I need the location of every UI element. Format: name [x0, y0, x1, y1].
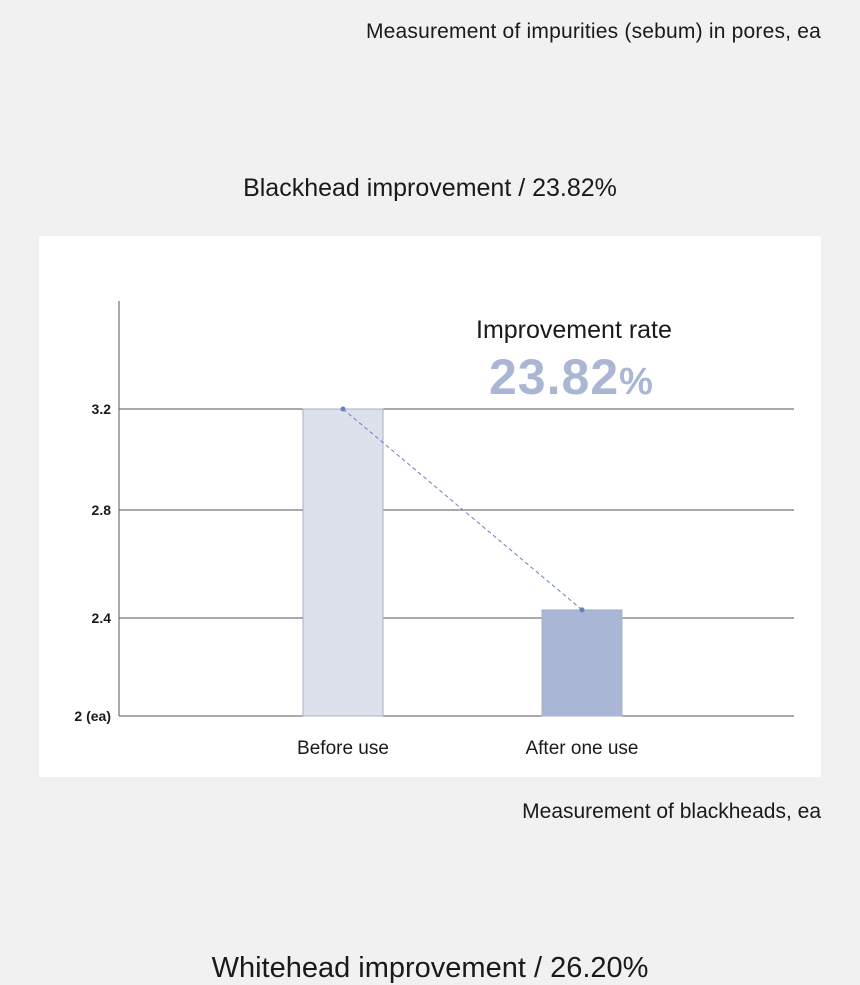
bar-after-one-use	[541, 609, 623, 717]
improvement-rate-label: Improvement rate	[476, 316, 672, 344]
section-title: Blackhead improvement / 23.82%	[243, 174, 617, 202]
trend-point	[340, 406, 346, 412]
improvement-rate-unit: %	[619, 361, 654, 403]
chart-panel: 2 (ea) 2.4 2.8 3.2 Before use After one use …	[39, 236, 821, 777]
chart-caption-bottom: Measurement of blackheads, ea	[522, 800, 821, 823]
improvement-rate-number: 23.82	[489, 349, 620, 405]
trend-point	[579, 607, 585, 613]
y-tick-label: 2.8	[92, 502, 112, 518]
x-category-label: Before use	[297, 738, 389, 759]
y-tick-label: 2 (ea)	[74, 708, 111, 724]
bar-before-use	[302, 408, 384, 717]
bar-chart: 2 (ea) 2.4 2.8 3.2 Before use After one use	[74, 301, 794, 759]
y-tick-label: 3.2	[92, 401, 112, 417]
improvement-rate-value: 23.82%	[489, 348, 654, 406]
y-tick-label: 2.4	[92, 610, 112, 626]
x-category-label: After one use	[525, 738, 638, 759]
chart-caption-top: Measurement of impurities (sebum) in por…	[365, 20, 821, 43]
next-section-title: Whitehead improvement / 26.20%	[211, 952, 649, 984]
trend-line	[342, 408, 583, 611]
